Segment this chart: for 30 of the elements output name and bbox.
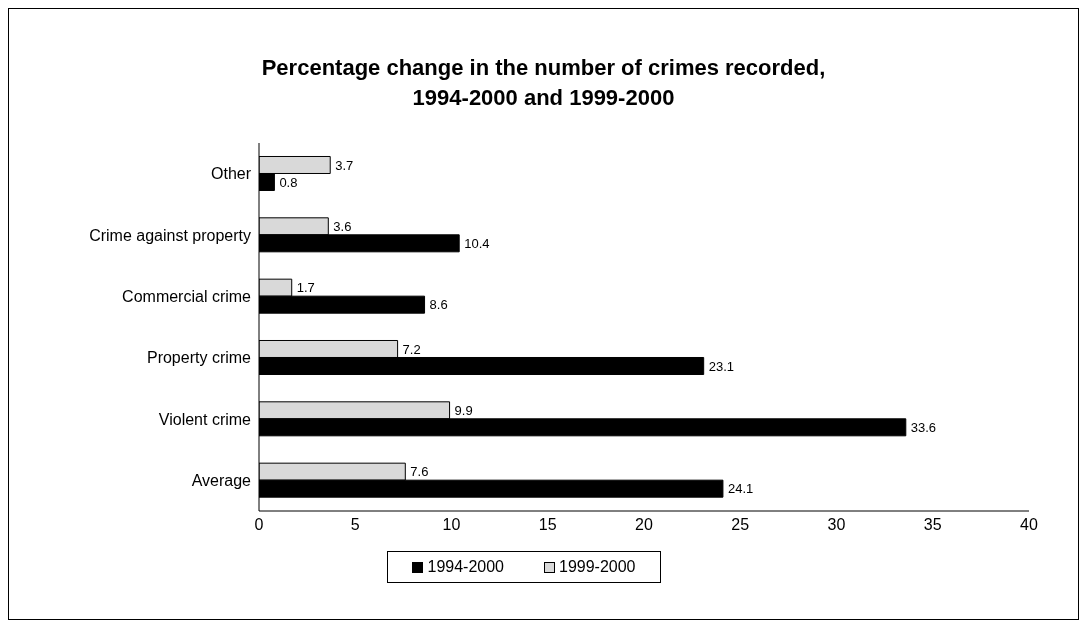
data-label: 7.6 xyxy=(410,464,429,480)
y-tick-label: Property crime xyxy=(146,349,252,367)
legend-label: 1994-2000 xyxy=(426,558,504,576)
x-tick-label: 15 xyxy=(538,516,557,534)
data-label: 10.4 xyxy=(464,235,490,251)
data-label: 3.7 xyxy=(335,157,354,173)
x-tick-label: 0 xyxy=(254,516,264,534)
y-tick-label: Violent crime xyxy=(158,410,252,428)
data-label: 9.9 xyxy=(454,402,473,418)
data-label: 1.7 xyxy=(296,280,315,296)
data-label: 8.6 xyxy=(429,297,448,313)
data-label: 33.6 xyxy=(910,419,937,435)
x-tick-label: 30 xyxy=(827,516,846,534)
y-tick-label: Crime against property xyxy=(89,226,251,244)
data-label: 24.1 xyxy=(727,481,754,497)
legend-label: 1999-2000 xyxy=(558,558,636,576)
x-tick-label: 25 xyxy=(731,516,750,534)
data-label: 0.8 xyxy=(279,174,298,190)
x-tick-label: 20 xyxy=(635,516,653,534)
chart-title: Percentage change in the number of crimes recorded, 1994-2000 and 1999-2000 xyxy=(260,54,827,112)
y-tick-label: Commercial crime xyxy=(122,288,252,306)
x-tick-label: 35 xyxy=(923,516,942,534)
x-tick-label: 10 xyxy=(442,516,461,534)
y-tick-label: Other xyxy=(210,165,252,183)
data-label: 3.6 xyxy=(333,218,352,234)
y-tick-label: Average xyxy=(191,472,252,490)
data-label: 23.1 xyxy=(708,358,734,374)
data-label: 7.2 xyxy=(402,341,421,357)
x-tick-label: 5 xyxy=(350,516,360,534)
x-tick-label: 40 xyxy=(1020,516,1038,534)
